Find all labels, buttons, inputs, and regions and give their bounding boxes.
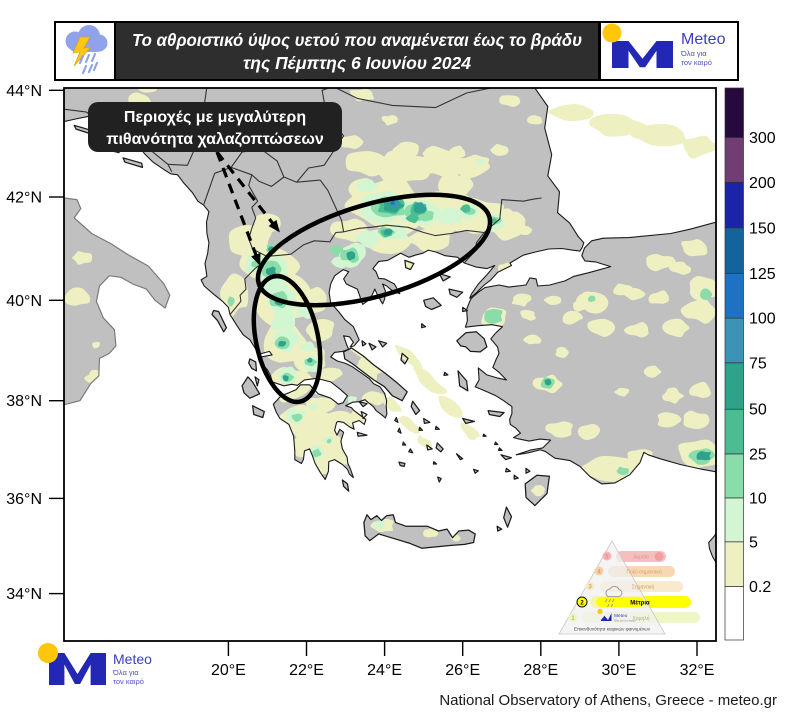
svg-text:Περιοχές με μεγαλύτερη: Περιοχές με μεγαλύτερη — [124, 109, 306, 126]
svg-text:200: 200 — [749, 175, 776, 192]
svg-text:3: 3 — [588, 585, 592, 591]
svg-text:125: 125 — [749, 266, 776, 283]
svg-text:Όλα για: Όλα για — [680, 49, 707, 58]
svg-text:Το αθροιστικό ύψος υετού που α: Το αθροιστικό ύψος υετού που αναμένεται … — [132, 30, 582, 50]
svg-text:1: 1 — [571, 616, 575, 622]
svg-text:Επικινδυνότητα καιρικών φαινομ: Επικινδυνότητα καιρικών φαινομένων — [574, 626, 651, 632]
svg-text:Σημαντική: Σημαντική — [632, 584, 655, 591]
svg-text:34°N: 34°N — [6, 586, 42, 603]
svg-text:42°N: 42°N — [6, 190, 42, 207]
svg-text:Πολύ σημαντική: Πολύ σημαντική — [626, 569, 662, 576]
svg-text:της Πέμπτης 6 Ιουνίου 2024: της Πέμπτης 6 Ιουνίου 2024 — [243, 53, 471, 73]
svg-text:5: 5 — [749, 534, 758, 551]
svg-text:Ακραία: Ακραία — [633, 555, 649, 561]
svg-text:32°E: 32°E — [680, 662, 715, 679]
svg-text:20°E: 20°E — [211, 662, 246, 679]
svg-text:τον καιρό: τον καιρό — [113, 677, 144, 686]
svg-text:50: 50 — [749, 402, 767, 419]
svg-text:300: 300 — [749, 130, 776, 147]
svg-text:2: 2 — [580, 601, 584, 607]
svg-text:National Observatory of Athens: National Observatory of Athens, Greece -… — [439, 692, 777, 709]
svg-text:Όλα για τον καιρό: Όλα για τον καιρό — [613, 619, 636, 623]
svg-text:Χαμηλή: Χαμηλή — [632, 615, 649, 622]
svg-text:Μέτρια: Μέτρια — [630, 601, 650, 607]
svg-text:75: 75 — [749, 355, 767, 372]
svg-text:24°E: 24°E — [367, 662, 402, 679]
svg-text:πιθανότητα χαλαζοπτώσεων: πιθανότητα χαλαζοπτώσεων — [106, 131, 324, 148]
svg-text:0.2: 0.2 — [749, 579, 771, 596]
svg-text:26°E: 26°E — [445, 662, 480, 679]
svg-text:22°E: 22°E — [289, 662, 324, 679]
svg-text:44°N: 44°N — [6, 83, 42, 100]
svg-text:Meteo: Meteo — [681, 31, 726, 48]
svg-text:4: 4 — [597, 570, 601, 576]
svg-text:36°N: 36°N — [6, 491, 42, 508]
svg-text:Meteo: Meteo — [614, 613, 628, 619]
svg-text:5: 5 — [605, 555, 609, 561]
svg-text:40°N: 40°N — [6, 293, 42, 310]
svg-text:25: 25 — [749, 446, 767, 463]
svg-text:Όλα για: Όλα για — [112, 668, 139, 677]
svg-text:10: 10 — [749, 490, 767, 507]
svg-text:150: 150 — [749, 220, 776, 237]
svg-text:30°E: 30°E — [601, 662, 636, 679]
svg-text:τον καιρό: τον καιρό — [681, 58, 712, 67]
svg-text:38°N: 38°N — [6, 393, 42, 410]
svg-text:100: 100 — [749, 311, 776, 328]
svg-text:Meteo: Meteo — [113, 651, 152, 667]
svg-text:28°E: 28°E — [523, 662, 558, 679]
